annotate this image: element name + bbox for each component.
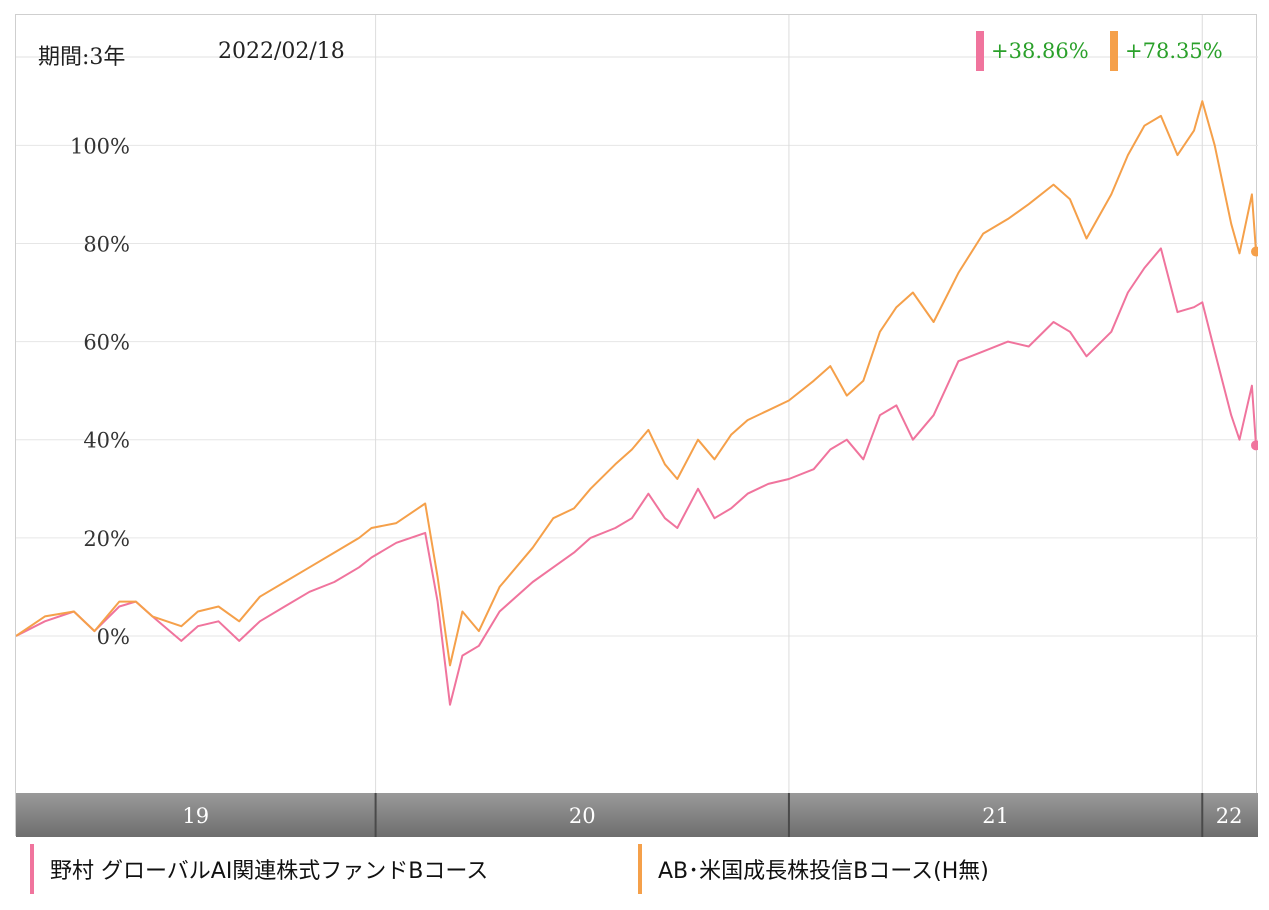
- series-end-point-0: [1251, 440, 1258, 451]
- change-badge-ab: +78.35%: [1110, 31, 1223, 71]
- x-tick-label: 22: [1216, 804, 1243, 828]
- y-tick-label: 40%: [83, 429, 130, 453]
- x-tick-label: 21: [982, 804, 1009, 828]
- y-tick-label: 80%: [83, 232, 130, 256]
- y-tick-label: 100%: [70, 134, 130, 158]
- x-tick-label: 19: [182, 804, 209, 828]
- change-swatch-nomura: [976, 31, 984, 71]
- y-tick-label: 0%: [97, 625, 130, 649]
- chart-frame: 0% 20% 40% 60% 80% 100% 19 20 21 22 期間:3年 2022/02…: [15, 14, 1258, 837]
- legend-swatch-ab: [638, 844, 642, 894]
- legend-swatch-nomura: [30, 844, 34, 894]
- change-value-ab: +78.35%: [1125, 39, 1223, 63]
- x-axis-band: [16, 793, 1258, 837]
- legend-item-ab: AB･米国成長株投信Bコース(H無): [638, 844, 989, 894]
- date-label: 2022/02/18: [218, 39, 345, 64]
- legend-label-nomura: 野村 グローバルAI関連株式ファンドBコース: [50, 859, 489, 884]
- legend-label-ab: AB･米国成長株投信Bコース(H無): [658, 859, 989, 884]
- series-line-0: [16, 247, 1257, 706]
- legend-item-nomura: 野村 グローバルAI関連株式ファンドBコース: [30, 844, 488, 894]
- change-value-nomura: +38.86%: [991, 39, 1089, 63]
- period-label: 期間:3年: [38, 45, 126, 70]
- series-end-point-1: [1251, 246, 1258, 257]
- series-line-1: [16, 100, 1257, 667]
- change-swatch-ab: [1110, 31, 1118, 71]
- change-badge-nomura: +38.86%: [976, 31, 1089, 71]
- y-tick-label: 20%: [83, 527, 130, 551]
- x-tick-label: 20: [569, 804, 596, 828]
- y-tick-label: 60%: [83, 331, 130, 355]
- line-chart: 0% 20% 40% 60% 80% 100% 19 20 21 22: [16, 15, 1258, 837]
